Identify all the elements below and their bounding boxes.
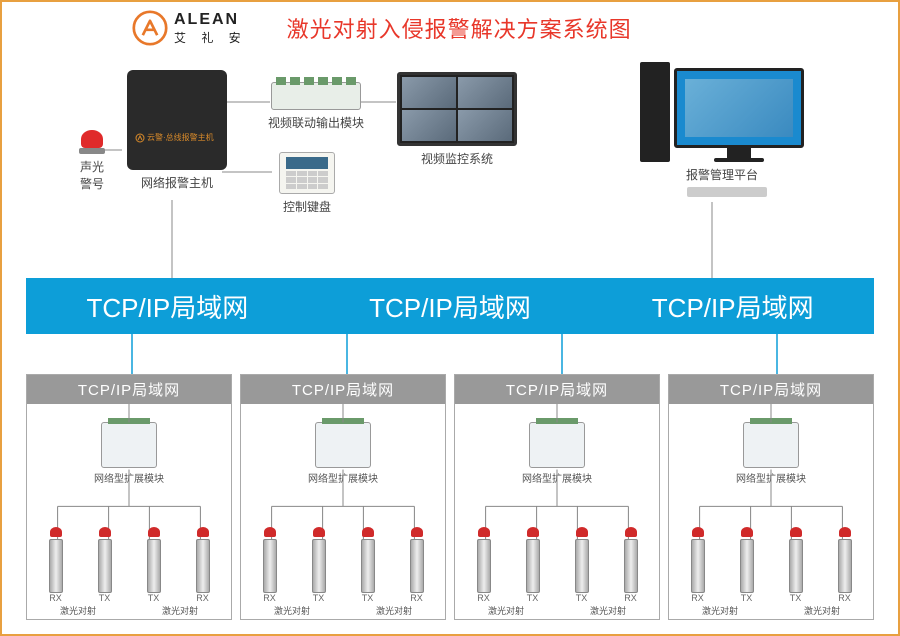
- sensor-pair-label: 激光对射: [455, 604, 557, 617]
- rxtx-label: TX: [362, 593, 374, 603]
- alarm-platform: 报警管理平台: [622, 62, 822, 183]
- siren-label: 声光警号: [77, 158, 107, 192]
- vmodule-label: 视频联动输出模块: [266, 114, 366, 131]
- brand-logo: ALEAN 艾 礼 安: [132, 10, 247, 46]
- vsys-label: 视频监控系统: [392, 150, 522, 167]
- laser-sensor: RX: [196, 527, 210, 603]
- rxtx-label: RX: [196, 593, 209, 603]
- rxtx-label: RX: [624, 593, 637, 603]
- sensor-row: RX TX TX RX: [673, 527, 869, 603]
- siren-device: 声光警号: [77, 130, 107, 192]
- laser-sensor: RX: [410, 527, 424, 603]
- laser-sensor: TX: [312, 527, 326, 603]
- group-body: 网络型扩展模块RXTXTXRX激光对射激光对射: [241, 404, 445, 619]
- rxtx-label: TX: [99, 593, 111, 603]
- group-body: 网络型扩展模块RXTXTXRX激光对射激光对射: [669, 404, 873, 619]
- diagram-title: 激光对射入侵报警解决方案系统图: [287, 12, 632, 44]
- expansion-module-label: 网络型扩展模块: [27, 470, 231, 485]
- network-bar: TCP/IP局域网 TCP/IP局域网 TCP/IP局域网: [26, 278, 874, 334]
- sensor-pair-label: 激光对射: [129, 604, 231, 617]
- host-label: 网络报警主机: [122, 174, 232, 191]
- alarm-host-device: 云警·总线报警主机 网络报警主机: [122, 70, 232, 191]
- laser-sensor: RX: [838, 527, 852, 603]
- video-monitor-system: 视频监控系统: [392, 72, 522, 167]
- rxtx-label: RX: [410, 593, 423, 603]
- logo-icon: [132, 10, 168, 46]
- sensor-pair-label: 激光对射: [241, 604, 343, 617]
- sensor-row: RX TX TX RX: [31, 527, 227, 603]
- rxtx-label: TX: [527, 593, 539, 603]
- brand-en: ALEAN: [174, 11, 247, 29]
- extension-group: TCP/IP局域网网络型扩展模块RXTXTXRX激光对射激光对射: [240, 374, 446, 620]
- keypad-label: 控制键盘: [272, 198, 342, 215]
- laser-sensor: TX: [789, 527, 803, 603]
- group-header: TCP/IP局域网: [241, 375, 445, 404]
- group-header: TCP/IP局域网: [669, 375, 873, 404]
- expansion-module: [101, 422, 157, 468]
- rxtx-label: RX: [691, 593, 704, 603]
- netbar-segment: TCP/IP局域网: [26, 288, 309, 325]
- platform-label: 报警管理平台: [622, 166, 822, 183]
- expansion-module-label: 网络型扩展模块: [669, 470, 873, 485]
- group-body: 网络型扩展模块RXTXTXRX激光对射激光对射: [455, 404, 659, 619]
- control-keypad: 控制键盘: [272, 152, 342, 215]
- rxtx-label: RX: [477, 593, 490, 603]
- laser-sensor: TX: [526, 527, 540, 603]
- expansion-module: [315, 422, 371, 468]
- netbar-segment: TCP/IP局域网: [591, 288, 874, 325]
- laser-sensor: RX: [691, 527, 705, 603]
- sensor-pair-label: 激光对射: [669, 604, 771, 617]
- laser-sensor: TX: [98, 527, 112, 603]
- rxtx-label: TX: [313, 593, 325, 603]
- video-link-module: 视频联动输出模块: [266, 82, 366, 131]
- header: ALEAN 艾 礼 安 激光对射入侵报警解决方案系统图: [2, 10, 898, 46]
- extension-group: TCP/IP局域网网络型扩展模块RXTXTXRX激光对射激光对射: [454, 374, 660, 620]
- host-badge: 云警·总线报警主机: [135, 132, 214, 143]
- rxtx-label: TX: [741, 593, 753, 603]
- extension-group: TCP/IP局域网网络型扩展模块RXTXTXRX激光对射激光对射: [26, 374, 232, 620]
- laser-sensor: TX: [147, 527, 161, 603]
- sensor-pair-label: 激光对射: [557, 604, 659, 617]
- rxtx-label: TX: [576, 593, 588, 603]
- expansion-module-label: 网络型扩展模块: [455, 470, 659, 485]
- keyboard-icon: [687, 187, 767, 197]
- expansion-module: [529, 422, 585, 468]
- sensor-row: RX TX TX RX: [245, 527, 441, 603]
- sensor-row: RX TX TX RX: [459, 527, 655, 603]
- expansion-module-label: 网络型扩展模块: [241, 470, 445, 485]
- sensor-pair-label: 激光对射: [771, 604, 873, 617]
- laser-sensor: TX: [575, 527, 589, 603]
- rxtx-label: TX: [148, 593, 160, 603]
- rxtx-label: RX: [49, 593, 62, 603]
- rxtx-label: RX: [838, 593, 851, 603]
- laser-sensor: TX: [740, 527, 754, 603]
- group-header: TCP/IP局域网: [27, 375, 231, 404]
- extension-group: TCP/IP局域网网络型扩展模块RXTXTXRX激光对射激光对射: [668, 374, 874, 620]
- group-body: 网络型扩展模块RXTXTXRX激光对射激光对射: [27, 404, 231, 619]
- laser-sensor: RX: [49, 527, 63, 603]
- laser-sensor: RX: [477, 527, 491, 603]
- rxtx-label: TX: [790, 593, 802, 603]
- sensor-pair-label: 激光对射: [27, 604, 129, 617]
- brand-cn: 艾 礼 安: [174, 29, 247, 46]
- rxtx-label: RX: [263, 593, 276, 603]
- extension-groups: TCP/IP局域网网络型扩展模块RXTXTXRX激光对射激光对射TCP/IP局域…: [26, 374, 874, 620]
- diagram-canvas: ALEAN 艾 礼 安 激光对射入侵报警解决方案系统图 声光警号: [0, 0, 900, 636]
- laser-sensor: RX: [624, 527, 638, 603]
- laser-sensor: RX: [263, 527, 277, 603]
- group-header: TCP/IP局域网: [455, 375, 659, 404]
- laser-sensor: TX: [361, 527, 375, 603]
- netbar-segment: TCP/IP局域网: [309, 288, 592, 325]
- expansion-module: [743, 422, 799, 468]
- sensor-pair-label: 激光对射: [343, 604, 445, 617]
